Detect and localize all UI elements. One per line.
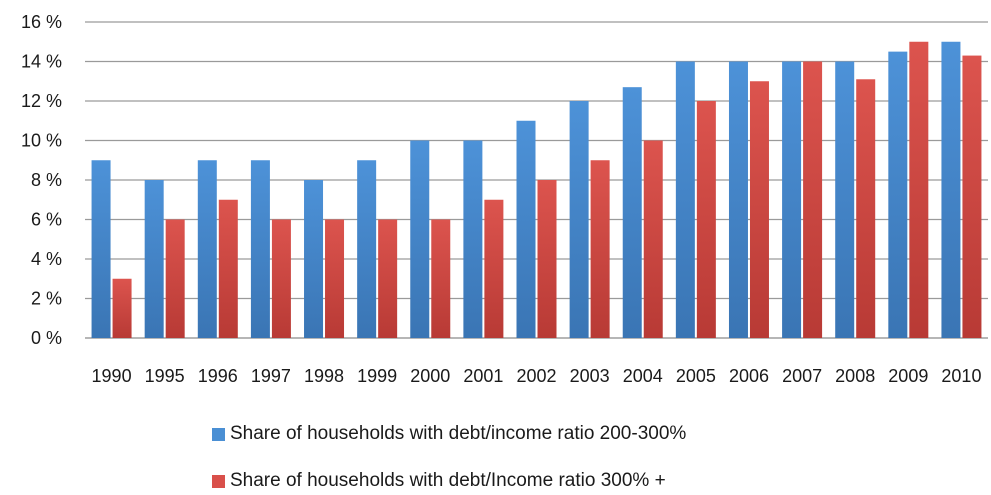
x-tick-label: 2000 (410, 366, 450, 386)
legend-swatch-red (212, 474, 225, 488)
y-tick-label: 6 % (31, 210, 62, 230)
x-tick-label: 2009 (888, 366, 928, 386)
bar-series-2-1999 (378, 219, 398, 338)
bar-series-2-2010 (962, 55, 982, 338)
x-axis-ticks: 1990 1995 1996 1997 1998 1999 2000 2001 2002 2003… (92, 366, 982, 386)
legend-item-series-2: Share of households with debt/Income rat… (212, 470, 666, 492)
x-tick-label: 2002 (516, 366, 556, 386)
bar-series-1-2003 (569, 101, 589, 338)
bar-series-2-1998 (325, 219, 345, 338)
x-tick-label: 2006 (729, 366, 769, 386)
legend-label-series-1: Share of households with debt/income rat… (230, 423, 687, 444)
legend-swatch-blue (212, 427, 225, 441)
bars (91, 41, 982, 339)
bar-series-1-1996 (197, 160, 217, 338)
bar-series-2-2009 (909, 41, 929, 338)
x-tick-label: 1997 (251, 366, 291, 386)
bar-series-1-1997 (250, 160, 270, 338)
y-tick-label: 12 % (21, 91, 62, 111)
bar-series-1-2004 (622, 87, 642, 338)
y-tick-label: 14 % (21, 52, 62, 72)
x-tick-label: 1990 (92, 366, 132, 386)
bar-series-1-1999 (357, 160, 377, 338)
bar-series-2-2001 (484, 199, 504, 338)
bar-series-1-2008 (835, 61, 855, 338)
bar-series-1-2005 (675, 61, 695, 338)
bar-series-2-2007 (803, 61, 823, 338)
x-tick-label: 1999 (357, 366, 397, 386)
legend-item-series-1: Share of households with debt/income rat… (212, 423, 686, 445)
bar-series-2-1995 (165, 219, 185, 338)
y-tick-label: 0 % (31, 328, 62, 348)
bar-series-1-1995 (144, 180, 164, 338)
bar-series-2-2008 (856, 79, 876, 339)
bar-series-2-2005 (696, 101, 716, 338)
bar-series-1-1990 (91, 160, 111, 338)
x-tick-label: 2003 (570, 366, 610, 386)
x-tick-label: 2005 (676, 366, 716, 386)
y-tick-label: 8 % (31, 170, 62, 190)
bar-series-2-2006 (749, 81, 769, 338)
bar-series-2-2002 (537, 180, 557, 338)
y-axis-ticks: 0 % 2 % 4 % 6 % 8 % 10 % 12 % 14 % 16 % (21, 12, 62, 348)
bar-series-2-2004 (643, 140, 663, 338)
bar-series-2-1996 (218, 199, 238, 338)
x-tick-label: 2004 (623, 366, 663, 386)
bar-series-1-2006 (728, 61, 748, 338)
bar-series-1-2002 (516, 120, 536, 338)
x-tick-label: 1998 (304, 366, 344, 386)
y-tick-label: 4 % (31, 249, 62, 269)
bar-series-1-2001 (463, 140, 483, 338)
legend-label-series-2: Share of households with debt/Income rat… (230, 470, 666, 491)
bar-chart: 0 % 2 % 4 % 6 % 8 % 10 % 12 % 14 % 16 % 1990 1995… (21, 12, 988, 386)
x-tick-label: 2007 (782, 366, 822, 386)
bar-series-1-2000 (410, 140, 430, 338)
bar-series-1-2010 (941, 41, 961, 338)
x-tick-label: 2008 (835, 366, 875, 386)
x-tick-label: 1996 (198, 366, 238, 386)
bar-series-1-2007 (782, 61, 802, 338)
bar-series-2-2003 (590, 160, 610, 338)
y-tick-label: 16 % (21, 12, 62, 32)
bar-series-1-1998 (304, 180, 324, 338)
y-tick-label: 10 % (21, 131, 62, 151)
x-tick-label: 2001 (463, 366, 503, 386)
bar-series-2-2000 (431, 219, 451, 338)
bar-series-1-2009 (888, 51, 908, 338)
y-tick-label: 2 % (31, 289, 62, 309)
x-tick-label: 1995 (145, 366, 185, 386)
bar-series-2-1997 (271, 219, 291, 338)
bar-series-2-1990 (112, 278, 132, 338)
x-tick-label: 2010 (941, 366, 981, 386)
